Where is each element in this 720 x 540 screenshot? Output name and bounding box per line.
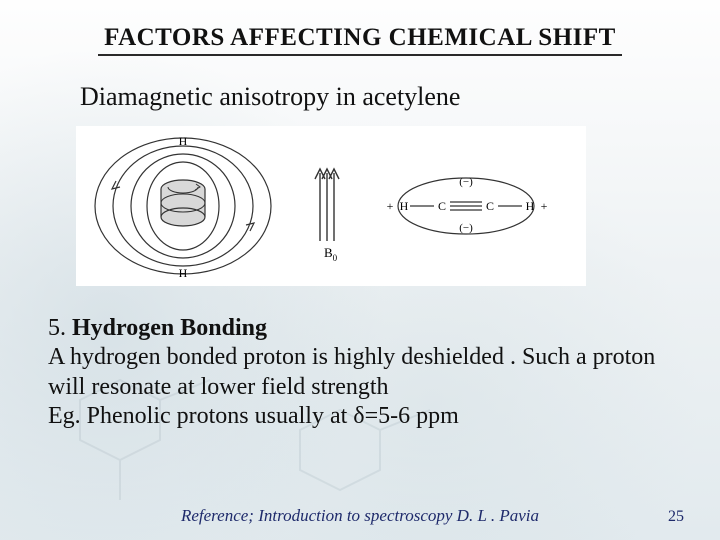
acet-left-c: C <box>438 199 446 213</box>
figure-panel: H H B0 H C C H <box>76 126 586 286</box>
field-top-h-label: H <box>179 134 188 148</box>
section5-line2: Eg. Phenolic protons usually at δ=5-6 pp… <box>48 403 459 429</box>
anisotropy-field-diagram: H H <box>88 131 278 281</box>
minus-top: (−) <box>459 176 473 188</box>
slide-content: FACTORS AFFECTING CHEMICAL SHIFT Diamagn… <box>0 0 720 540</box>
acetylene-shielding-diagram: H C C H + + (−) (−) <box>376 161 556 251</box>
slide-title: FACTORS AFFECTING CHEMICAL SHIFT <box>98 24 622 56</box>
slide-subtitle: Diamagnetic anisotropy in acetylene <box>80 82 672 112</box>
b0-label: B0 <box>324 245 338 261</box>
field-bottom-h-label: H <box>179 266 188 280</box>
acet-left-h: H <box>400 199 409 213</box>
acet-right-h: H <box>526 199 535 213</box>
plus-left: + <box>387 199 394 213</box>
page-number: 25 <box>668 508 684 526</box>
section5-heading: Hydrogen Bonding <box>72 315 267 341</box>
minus-bottom: (−) <box>459 222 473 234</box>
title-row: FACTORS AFFECTING CHEMICAL SHIFT <box>48 24 672 56</box>
plus-right: + <box>541 199 548 213</box>
section5-line1: A hydrogen bonded proton is highly deshi… <box>48 344 655 399</box>
acet-right-c: C <box>486 199 494 213</box>
reference-footer: Reference; Introduction to spectroscopy … <box>0 506 720 526</box>
section-5-text: 5. Hydrogen Bonding A hydrogen bonded pr… <box>48 314 672 431</box>
b0-field-arrow: B0 <box>306 151 348 261</box>
section5-prefix: 5. <box>48 315 72 341</box>
